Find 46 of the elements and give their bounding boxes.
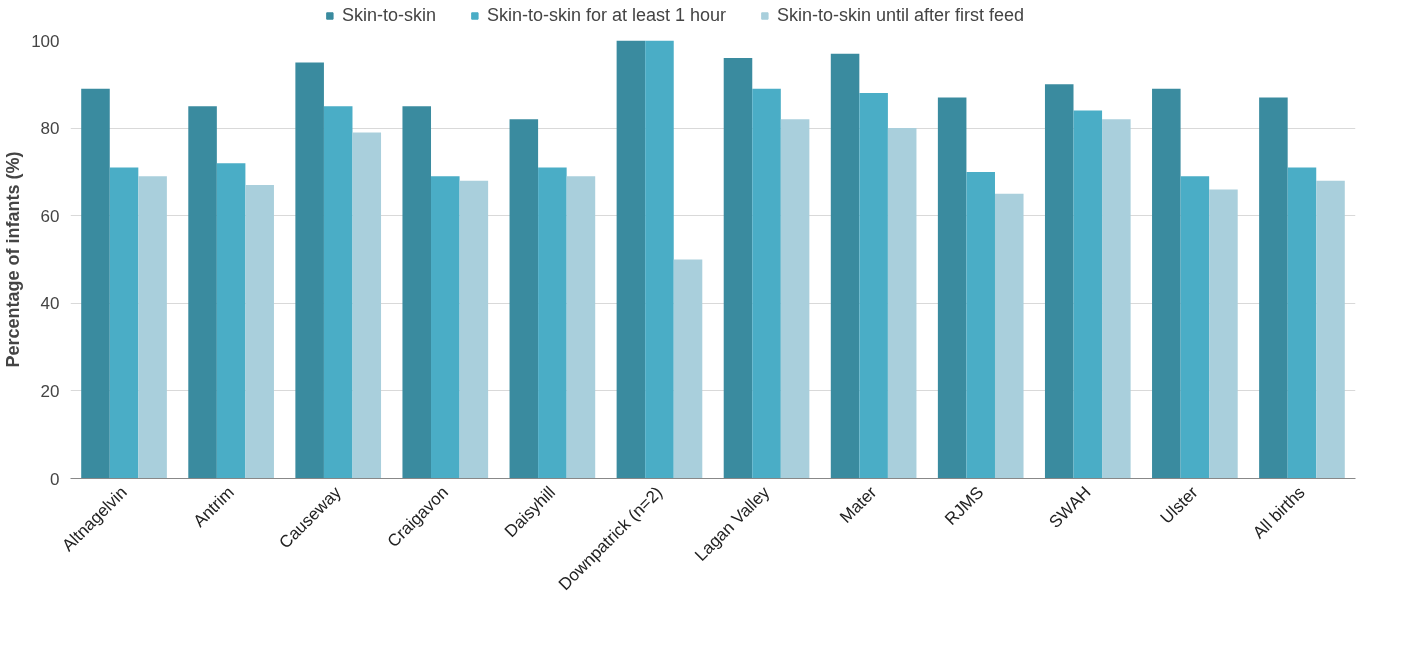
bar (859, 93, 888, 479)
bar (216, 163, 246, 479)
bar (887, 128, 917, 479)
bar (81, 88, 110, 479)
bar (830, 53, 860, 479)
bar (1316, 180, 1345, 479)
bar (723, 58, 753, 479)
bar (459, 180, 489, 479)
bar (1209, 189, 1238, 479)
bar (937, 97, 967, 479)
y-tick-label: 80 (40, 119, 60, 139)
bar (1259, 97, 1288, 479)
y-axis-title: Percentage of infants (%) (3, 151, 24, 368)
bar (538, 167, 567, 479)
bar (138, 176, 167, 479)
bar (188, 106, 217, 479)
bar (1180, 176, 1210, 479)
bar (509, 119, 539, 479)
legend-label: Skin-to-skin (341, 4, 436, 26)
y-tick-label: 100 (31, 31, 60, 51)
bar (1044, 84, 1074, 479)
bar (780, 119, 810, 479)
bar (566, 176, 596, 479)
bar (645, 40, 674, 479)
y-tick-label: 20 (40, 381, 60, 401)
bar (431, 176, 460, 479)
legend-label: Skin-to-skin until after first feed (777, 4, 1025, 26)
bar (323, 106, 353, 479)
legend-label: Skin-to-skin for at least 1 hour (486, 4, 727, 26)
bar (673, 259, 703, 479)
bar (616, 40, 646, 479)
bar (1287, 167, 1317, 479)
bar (402, 106, 432, 479)
bar (245, 185, 274, 479)
bar (994, 193, 1024, 479)
bar (1073, 110, 1103, 479)
y-tick-label: 40 (40, 294, 60, 314)
bar (295, 62, 324, 479)
bar (109, 167, 139, 479)
bar (1102, 119, 1131, 479)
bar (1152, 88, 1181, 479)
y-tick-label: 0 (50, 469, 60, 489)
bar (752, 88, 781, 479)
y-tick-label: 60 (40, 206, 60, 226)
bar (966, 171, 995, 479)
bar (352, 132, 382, 479)
